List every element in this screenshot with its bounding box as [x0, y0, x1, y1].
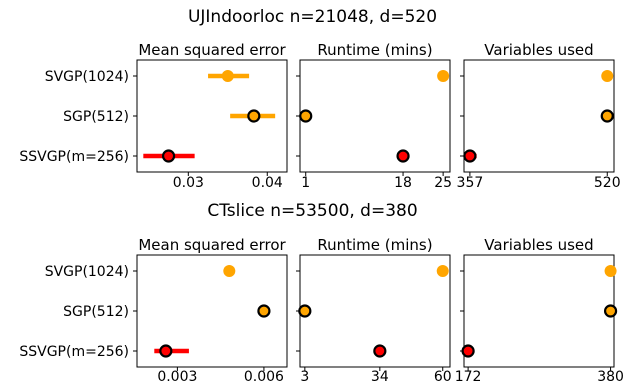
panel-frame [463, 59, 615, 173]
panel-2: Runtime (mins) 3 34 60 [296, 236, 452, 381]
chart-group-2: CTslice n=53500, d=380 SVGP(1024) SGP(512)… [19, 201, 624, 381]
panel-title: Mean squared error [138, 41, 286, 59]
data-point [461, 344, 475, 358]
data-point [600, 109, 614, 123]
panel-frame [463, 254, 615, 368]
panel-title: Runtime (mins) [317, 41, 432, 59]
x-tick-label: 0.03 [173, 175, 204, 191]
data-point [247, 109, 261, 123]
method-label: SSVGP(m=256) [19, 344, 129, 360]
panel-title: Variables used [484, 41, 593, 59]
data-point [463, 149, 477, 163]
x-tick-label: 0.003 [157, 369, 197, 381]
x-tick-label: 357 [457, 175, 484, 191]
panel-2: Runtime (mins) 1 18 25 [296, 41, 452, 191]
panel-title: Mean squared error [138, 236, 286, 254]
data-point [161, 149, 176, 163]
panel-1: Mean squared error 0.03 0.04 [133, 41, 288, 191]
data-point [437, 70, 450, 82]
data-point [601, 70, 614, 82]
data-point [373, 344, 387, 358]
method-label: SVGP(1024) [45, 69, 129, 85]
x-tick-label: 18 [394, 175, 412, 191]
data-point [436, 265, 449, 277]
x-tick-label: 520 [594, 175, 621, 191]
x-tick-label: 380 [597, 369, 624, 381]
method-label: SSVGP(m=256) [19, 149, 129, 165]
data-point [604, 265, 617, 277]
x-tick-label: 172 [455, 369, 482, 381]
x-tick-label: 25 [434, 175, 452, 191]
figure-title: UJIndoorloc n=21048, d=520 [188, 7, 437, 27]
method-label: SGP(512) [63, 304, 129, 320]
method-label: SVGP(1024) [45, 264, 129, 280]
chart-group-1: UJIndoorloc n=21048, d=520 SVGP(1024) SGP(… [19, 7, 620, 191]
panel-title: Runtime (mins) [317, 236, 432, 254]
x-tick-label: 3 [300, 369, 309, 381]
data-point [221, 70, 234, 82]
panel-3: Variables used 357 520 [457, 41, 621, 191]
x-tick-label: 0.04 [252, 175, 283, 191]
data-point [298, 304, 312, 318]
data-point [159, 344, 173, 358]
panel-1: Mean squared error 0.003 0.006 [133, 236, 288, 381]
data-point [299, 109, 313, 123]
panel-frame [299, 59, 451, 173]
data-point [257, 304, 271, 318]
data-point [396, 149, 410, 163]
panel-title: Variables used [484, 236, 593, 254]
x-tick-label: 0.006 [244, 369, 284, 381]
x-tick-label: 60 [434, 369, 452, 381]
x-tick-label: 1 [301, 175, 310, 191]
figure-title: CTslice n=53500, d=380 [207, 201, 417, 221]
x-tick-label: 34 [371, 369, 389, 381]
panel-3: Variables used 172 380 [455, 236, 624, 381]
data-point [603, 304, 618, 318]
method-label: SGP(512) [63, 109, 129, 125]
data-point [223, 265, 236, 277]
